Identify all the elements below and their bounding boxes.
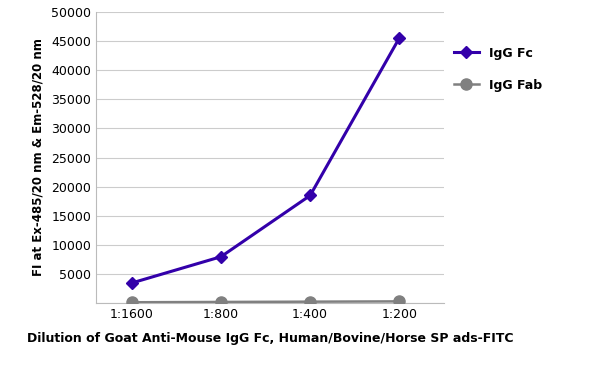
IgG Fab <box>396 299 403 304</box>
IgG Fab <box>307 300 314 304</box>
IgG Fab <box>217 300 224 304</box>
IgG Fc <box>307 193 314 198</box>
IgG Fc <box>396 35 403 40</box>
IgG Fc <box>128 281 135 286</box>
IgG Fab <box>128 300 135 305</box>
IgG Fc <box>217 254 224 259</box>
Line: IgG Fab: IgG Fab <box>126 296 405 308</box>
Legend: IgG Fc, IgG Fab: IgG Fc, IgG Fab <box>454 47 542 92</box>
Y-axis label: FI at Ex-485/20 nm & Em-528/20 nm: FI at Ex-485/20 nm & Em-528/20 nm <box>31 39 44 277</box>
X-axis label: Dilution of Goat Anti-Mouse IgG Fc, Human/Bovine/Horse SP ads-FITC: Dilution of Goat Anti-Mouse IgG Fc, Huma… <box>27 332 513 345</box>
Line: IgG Fc: IgG Fc <box>128 34 404 287</box>
